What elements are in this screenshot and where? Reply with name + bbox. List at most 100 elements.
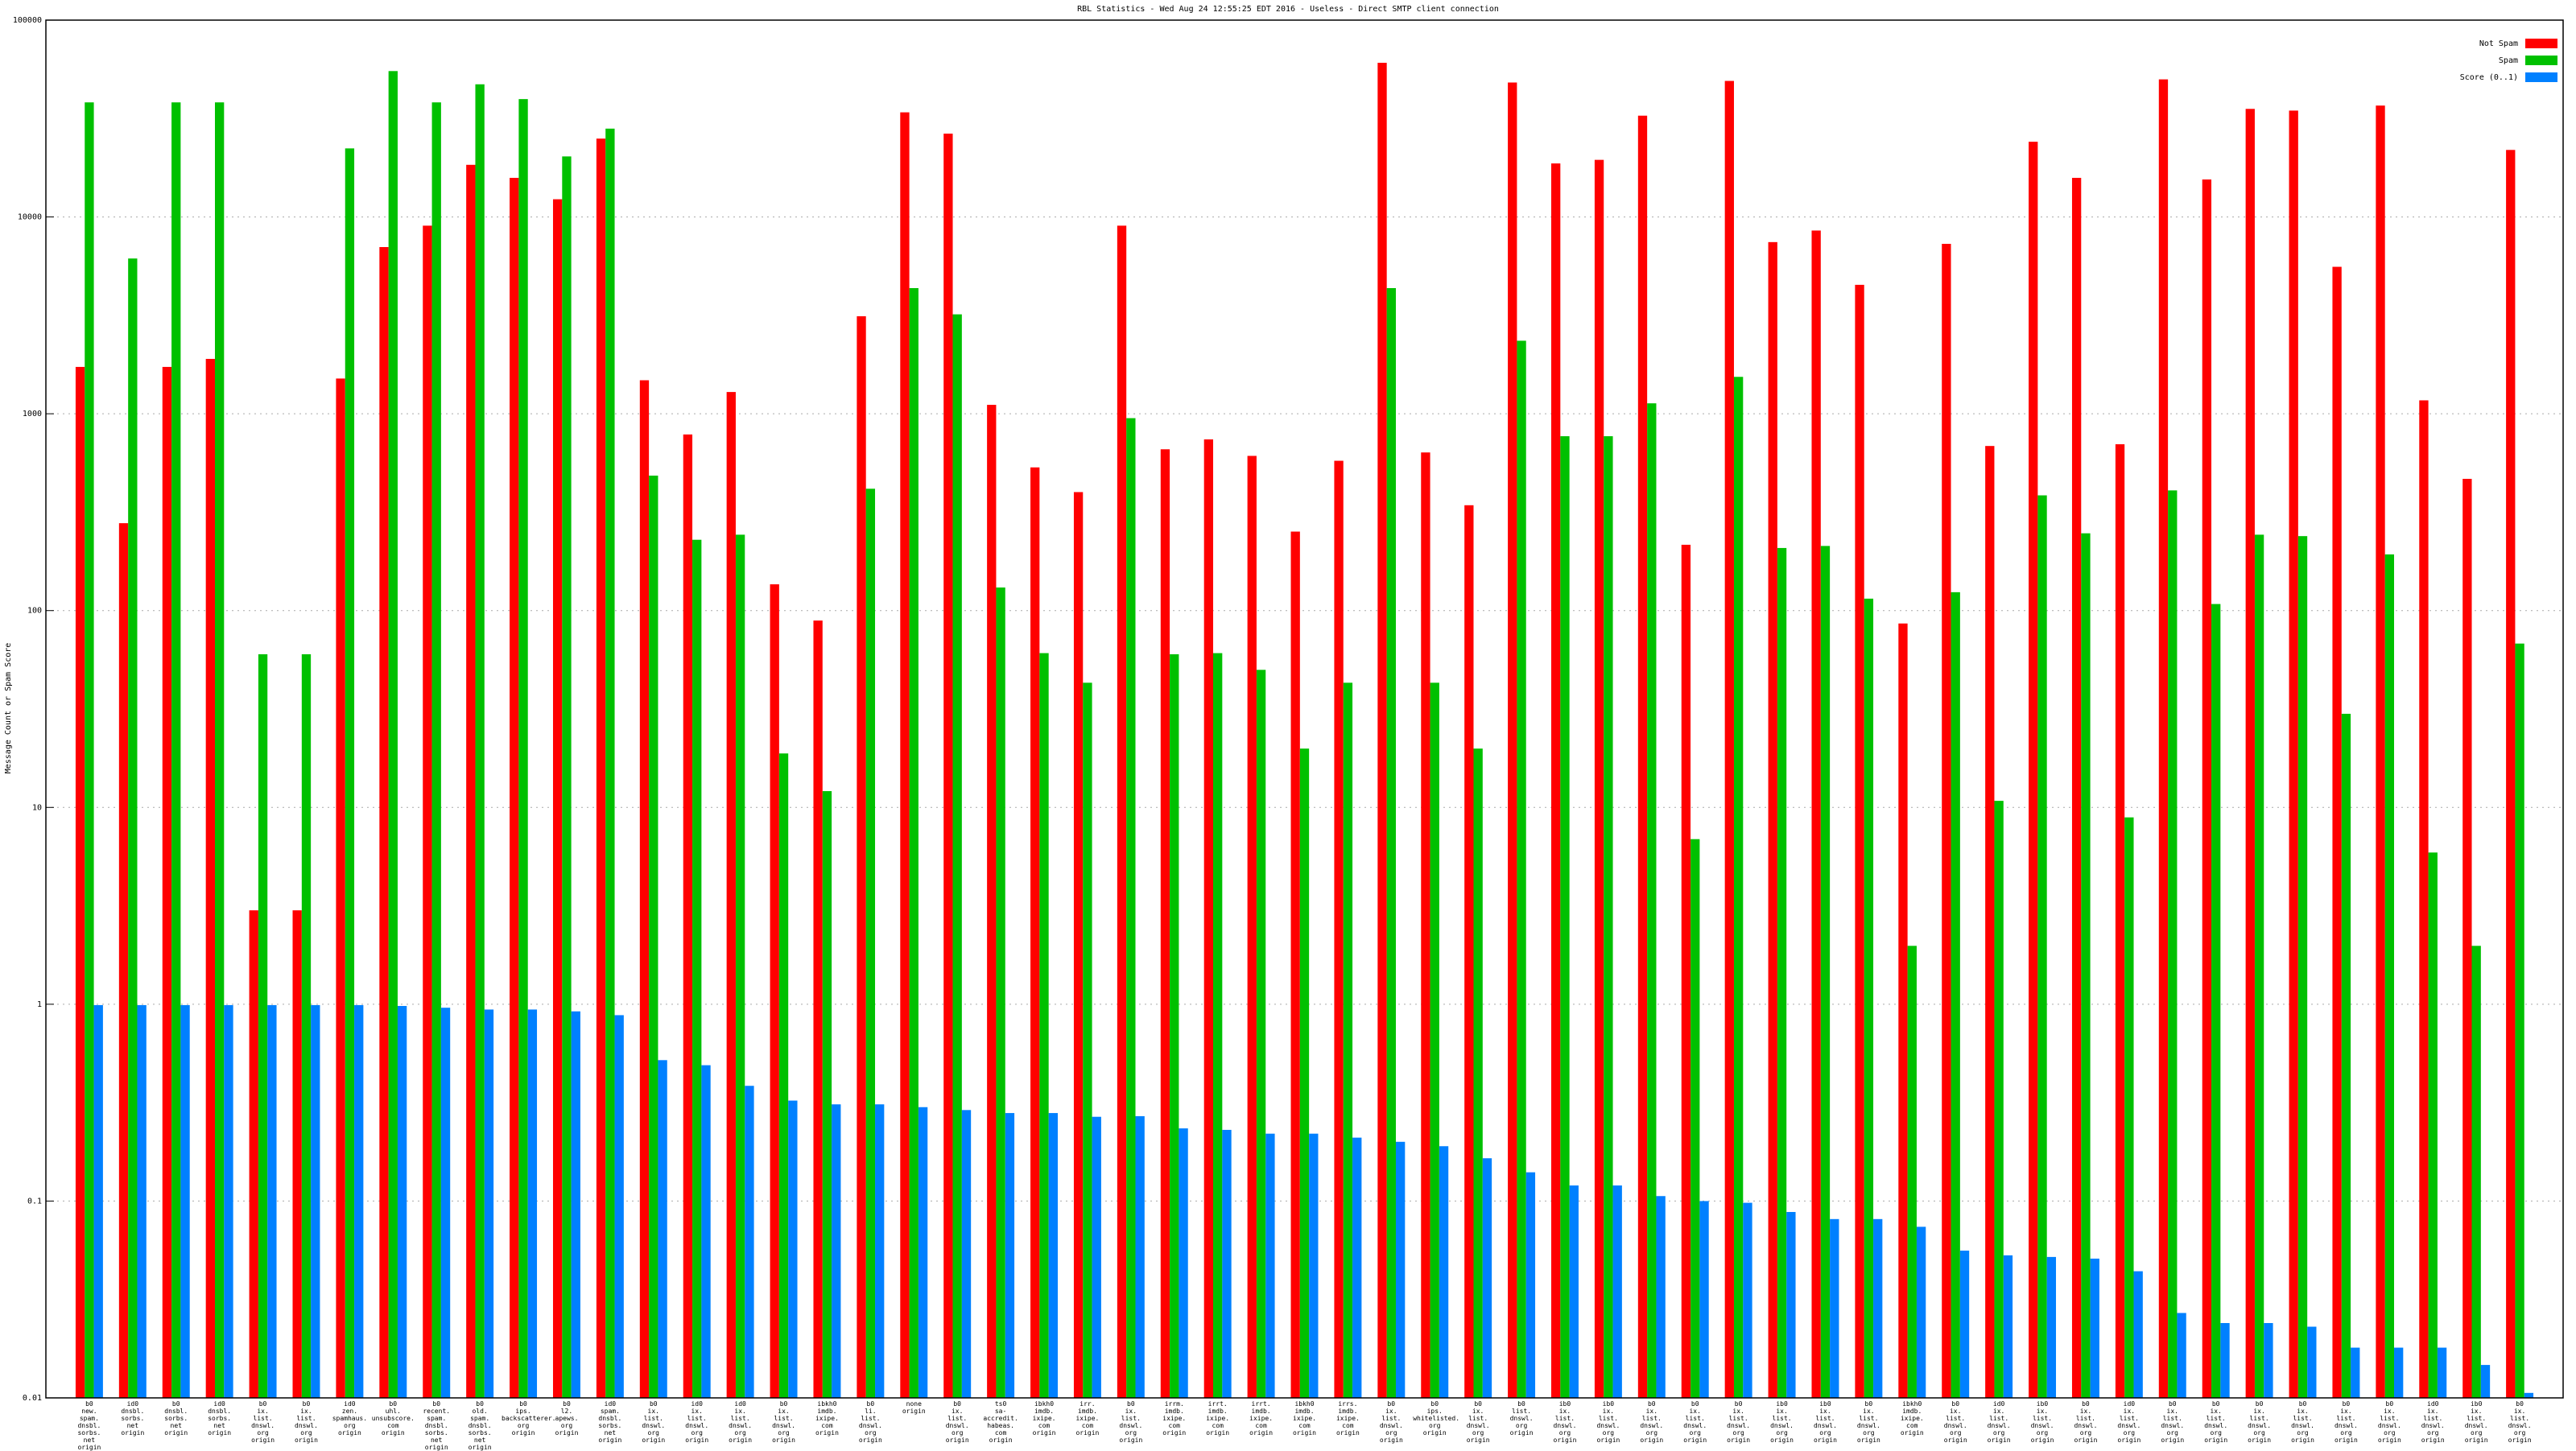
bar xyxy=(518,99,528,1398)
bar xyxy=(614,1015,624,1398)
bar xyxy=(162,366,172,1398)
x-tick-label: b0 ix. list. dnswl. org origin xyxy=(2161,1400,2185,1444)
bar xyxy=(2124,817,2134,1398)
bar xyxy=(1951,592,1960,1398)
bar xyxy=(224,1004,233,1398)
bar xyxy=(2202,179,2212,1398)
bar xyxy=(379,247,389,1399)
bar xyxy=(596,138,606,1398)
bar xyxy=(1525,1172,1536,1398)
bar xyxy=(466,164,476,1398)
x-tick-label: b0 ix. list. dnswl. org origin xyxy=(772,1400,795,1444)
y-tick-label: 1000 xyxy=(23,410,42,418)
x-tick-label: b0 ix. list. dnswl. org origin xyxy=(2074,1400,2098,1444)
y-axis-label: Message Count or Spam Score xyxy=(4,643,13,774)
bar xyxy=(692,539,702,1399)
x-tick-label: b0 ix. list. dnswl. org origin xyxy=(2508,1400,2532,1444)
x-tick-label: b0 ix. list. dnswl. org origin xyxy=(1119,1400,1143,1444)
bar xyxy=(701,1065,711,1398)
bar xyxy=(1179,1128,1188,1398)
y-tick-label: 0.01 xyxy=(23,1394,42,1403)
bar xyxy=(1030,467,1040,1398)
bar xyxy=(996,587,1005,1398)
bar xyxy=(93,1004,103,1398)
bar xyxy=(1048,1113,1059,1398)
bar xyxy=(249,910,258,1398)
x-tick-label: ib0 ix. list. dnswl. org origin xyxy=(1553,1400,1577,1444)
x-tick-label: b0 dnsbl. sorbs. net origin xyxy=(164,1400,188,1437)
bar xyxy=(770,584,779,1398)
bar xyxy=(1473,748,1483,1398)
x-tick-label: id0 dnsbl. sorbs. net origin xyxy=(121,1400,145,1437)
bar xyxy=(1160,449,1170,1398)
bar xyxy=(952,314,962,1398)
bar xyxy=(1811,230,1821,1398)
bar xyxy=(1864,598,1874,1398)
bar xyxy=(1508,82,1517,1399)
bar xyxy=(118,523,129,1399)
bar xyxy=(214,102,225,1399)
bar xyxy=(1786,1212,1796,1398)
bar xyxy=(987,405,997,1399)
bar xyxy=(1994,801,2004,1398)
bar xyxy=(2428,852,2438,1398)
bar xyxy=(2168,490,2178,1398)
bar xyxy=(1777,547,1787,1399)
x-tick-label: b0 li. list. dnswl. org origin xyxy=(858,1400,882,1444)
bar xyxy=(345,148,355,1399)
x-tick-label: id0 ix. list. dnswl. org origin xyxy=(729,1400,753,1444)
bar xyxy=(1222,1129,1232,1398)
bar xyxy=(943,134,953,1398)
y-tick-label: 1 xyxy=(37,1000,42,1009)
bar xyxy=(658,1060,667,1398)
bar xyxy=(571,1011,580,1398)
legend-label: Not Spam xyxy=(2479,39,2518,48)
y-tick-label: 0.1 xyxy=(27,1197,42,1206)
bar xyxy=(1309,1133,1319,1398)
bar xyxy=(1647,403,1657,1398)
bar xyxy=(1959,1251,1970,1398)
x-tick-label: ib0 ix. list. dnswl. org origin xyxy=(1596,1400,1620,1444)
bar xyxy=(128,258,138,1398)
x-tick-label: ibkh0 imdb. ixipe. com origin xyxy=(815,1400,839,1437)
x-tick-label: b0 ix. list. dnswl. org origin xyxy=(1727,1400,1751,1444)
x-tick-label: ts0 sa-accredit. habeas. com origin xyxy=(983,1400,1018,1444)
bar xyxy=(2264,1323,2273,1398)
x-tick-label: none origin xyxy=(902,1400,926,1415)
bar xyxy=(1135,1115,1145,1398)
x-tick-label: id0 spam. dnsbl. sorbs. net origin xyxy=(598,1400,622,1444)
x-tick-label: b0 ips. whitelisted. org origin xyxy=(1413,1400,1460,1437)
bar xyxy=(1898,623,1908,1398)
bar xyxy=(1439,1146,1449,1398)
bar xyxy=(1073,492,1084,1399)
legend-label: Spam xyxy=(2499,56,2518,65)
x-tick-label: b0 ix. list. dnswl. org origin xyxy=(2334,1400,2358,1444)
bar xyxy=(1550,163,1561,1399)
bar xyxy=(778,753,789,1398)
bar xyxy=(788,1100,798,1398)
bar xyxy=(2071,177,2082,1398)
chart-title: RBL Statistics - Wed Aug 24 12:55:25 EDT… xyxy=(1077,5,1499,14)
x-tick-label: id0 ix. list. dnswl. org origin xyxy=(685,1400,709,1444)
bar xyxy=(1343,682,1353,1398)
x-tick-label: b0 ix. list. dnswl. org origin xyxy=(1856,1400,1880,1444)
x-tick-label: id0 ix. list. dnswl. org origin xyxy=(2421,1400,2445,1444)
bar xyxy=(1464,505,1474,1398)
y-tick-label: 10000 xyxy=(18,213,42,222)
bar xyxy=(475,84,485,1398)
bar xyxy=(2289,110,2298,1399)
bar xyxy=(423,225,432,1398)
bar xyxy=(1656,1196,1666,1398)
x-tick-label: b0 ix. list. dnswl. org origin xyxy=(295,1400,318,1444)
bar xyxy=(649,476,658,1398)
bar xyxy=(1117,225,1127,1398)
bar xyxy=(2211,604,2221,1398)
x-tick-label: b0 ix. list. dnswl. org origin xyxy=(642,1400,666,1444)
bar xyxy=(292,910,302,1398)
bar xyxy=(1768,241,1777,1398)
bar xyxy=(961,1110,972,1398)
bar xyxy=(397,1006,407,1398)
bar xyxy=(1386,287,1396,1399)
bar xyxy=(1733,377,1744,1398)
